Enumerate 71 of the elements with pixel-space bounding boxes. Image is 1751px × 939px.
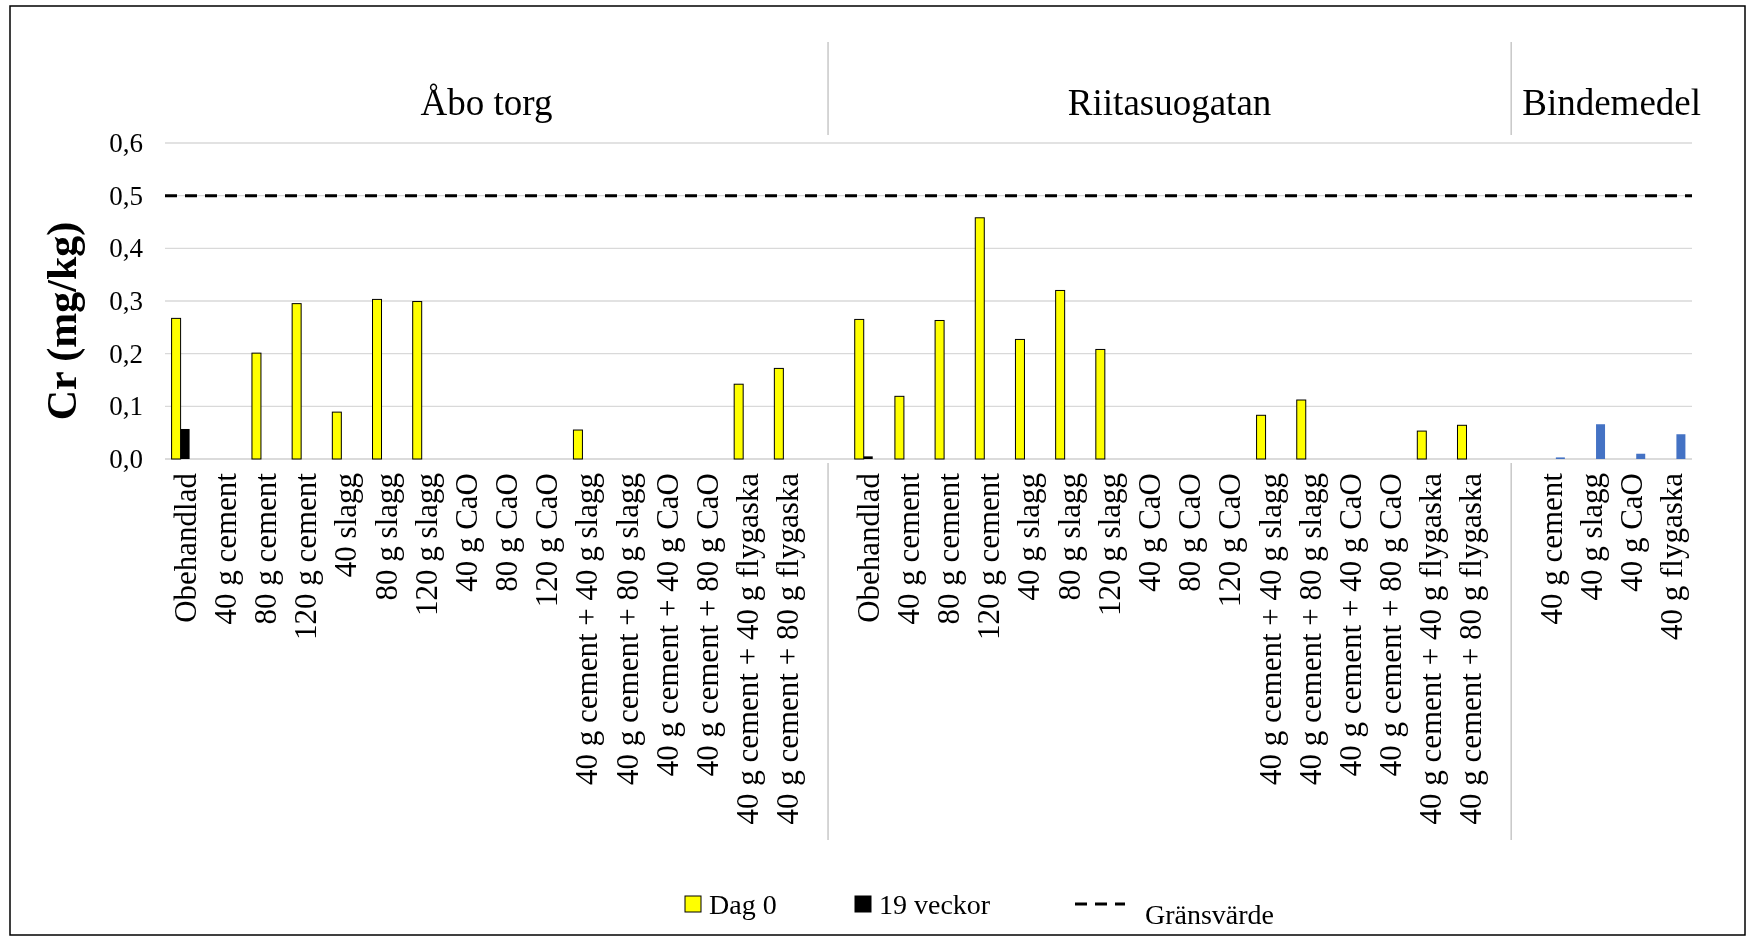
legend-label: Dag 0 [709,888,777,920]
x-tick-label: 120 g slagg [1091,473,1127,616]
x-tick-label: 80 g slagg [1051,473,1087,601]
legend-label: 19 veckor [879,888,991,920]
x-tick-label: 40 g cement + 80 g CaO [1373,473,1409,777]
x-tick-label: Obehandlad [167,472,203,623]
x-tick-label: 40 g cement + 80 g flygaska [1453,472,1489,825]
x-tick-label: Obehandlad [850,472,886,623]
text: Åbo torg [420,82,553,123]
x-tick-label: 40 g cement [890,472,926,625]
bar [372,298,383,460]
x-tick-label: 120 g CaO [1212,473,1248,608]
x-tick-label: 120 g cement [971,472,1007,641]
x-tick-label: 40 g CaO [1132,473,1168,592]
x-tick-label: 40 g cement + 40 g slagg [1252,473,1288,785]
x-tick-label: 40 g cement [1533,472,1569,625]
x-tick-label: 120 g CaO [529,473,565,608]
x-tick-label: 40 g cement + 80 g slagg [1292,473,1328,785]
bar [1014,338,1025,460]
y-axis-title: Cr (mg/kg) [39,221,86,421]
bar [974,217,985,460]
y-tick-label: 0,1 [109,391,143,422]
bar [733,383,744,460]
x-tick-label: 80 g CaO [1172,473,1208,592]
x-tick-label: 40 slagg [328,473,364,578]
x-tick-label: 120 g slagg [408,473,444,616]
x-tick-label: 80 g cement [931,472,967,625]
legend-label: Gränsvärde [1145,898,1275,930]
x-tick-label: 40 g CaO [1614,473,1650,592]
x-tick-label: 40 g cement + 40 g CaO [649,473,685,777]
x-tick-label: 120 g cement [288,472,324,641]
bar [572,429,583,460]
x-tick-label: 40 g cement + 40 g CaO [1332,473,1368,777]
bar [412,301,423,460]
text: Riitasuogatan [1067,82,1272,123]
bar [773,367,784,460]
bar [1296,399,1307,460]
bar [331,411,342,460]
x-tick-label: 80 g CaO [489,473,525,592]
bar [934,319,945,460]
x-tick-label: 40 g cement + 40 g flygaska [730,472,766,825]
x-tick-label: 40 g slagg [1574,473,1610,601]
bar [251,352,262,460]
x-tick-label: 40 g cement + 80 g flygaska [770,472,806,825]
x-tick-label: 40 g cement + 80 g CaO [689,473,725,777]
y-tick-label: 0,3 [109,286,143,316]
text: Bindemedel [1522,82,1702,123]
x-tick-label: 80 g cement [247,472,283,625]
bar [1596,424,1606,459]
x-tick-label: 40 g cement + 80 g slagg [609,473,645,785]
x-tick-label: 80 g slagg [368,473,404,601]
y-tick-label: 0,0 [109,444,143,474]
x-tick-label: 40 g slagg [1011,473,1047,601]
bar [1256,414,1267,460]
y-tick-label: 0,4 [109,233,144,264]
bar [1055,289,1066,460]
bar [1095,348,1106,460]
x-tick-label: 40 g flygaska [1654,472,1690,641]
y-tick-label: 0,5 [109,180,143,211]
bar [1416,430,1427,460]
x-tick-label: 40 g cement [207,472,243,625]
x-tick-label: 40 g CaO [448,473,484,592]
bar [1676,434,1686,459]
bar [894,395,905,460]
bar [291,303,302,460]
y-tick-label: 0,2 [109,338,143,369]
x-tick-label: 40 g cement + 40 g flygaska [1413,472,1449,825]
y-tick-label: 0,6 [109,128,143,158]
bar [1456,424,1467,460]
x-tick-label: 40 g cement + 40 g slagg [569,473,605,785]
bar [1636,453,1646,459]
